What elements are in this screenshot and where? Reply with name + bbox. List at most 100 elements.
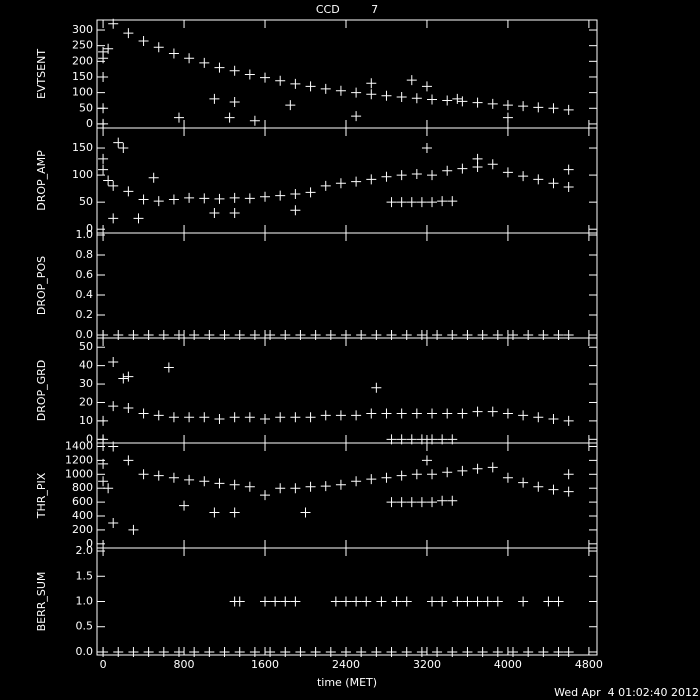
marker xyxy=(335,178,346,189)
marker xyxy=(442,165,453,176)
y-tick-label: 250 xyxy=(72,39,93,52)
marker xyxy=(340,646,351,657)
marker xyxy=(548,414,559,425)
marker xyxy=(158,646,169,657)
marker xyxy=(153,470,164,481)
marker xyxy=(320,410,331,421)
marker xyxy=(452,93,463,104)
marker xyxy=(275,483,286,494)
marker xyxy=(173,112,184,123)
marker xyxy=(163,362,174,373)
marker xyxy=(477,646,488,657)
marker xyxy=(98,53,109,64)
marker xyxy=(442,467,453,478)
marker xyxy=(199,57,210,68)
marker xyxy=(386,197,397,208)
marker xyxy=(487,406,498,417)
marker xyxy=(204,646,215,657)
marker xyxy=(209,507,220,518)
marker xyxy=(168,472,179,483)
y-tick-label: 0 xyxy=(86,222,93,235)
x-tick-label: 2400 xyxy=(332,658,360,671)
marker xyxy=(447,646,458,657)
marker xyxy=(406,497,417,508)
y-tick-label: 200 xyxy=(72,54,93,67)
marker xyxy=(416,197,427,208)
marker xyxy=(98,118,109,129)
marker xyxy=(518,596,529,607)
panel-frame xyxy=(96,337,598,444)
y-axis-label: DROP_GRD xyxy=(35,360,48,422)
marker xyxy=(244,193,255,204)
marker xyxy=(427,197,438,208)
marker xyxy=(351,410,362,421)
marker xyxy=(548,178,559,189)
marker xyxy=(416,497,427,508)
y-tick-label: 50 xyxy=(79,101,93,114)
marker xyxy=(427,497,438,508)
timestamp: Wed Apr 4 01:02:40 2012 xyxy=(554,686,699,699)
marker xyxy=(427,596,438,607)
marker xyxy=(447,196,458,207)
marker xyxy=(406,75,417,86)
marker xyxy=(244,481,255,492)
marker xyxy=(168,194,179,205)
y-tick-label: 30 xyxy=(79,377,93,390)
x-tick-label: 0 xyxy=(100,658,107,671)
marker xyxy=(199,193,210,204)
marker xyxy=(437,495,448,506)
marker xyxy=(234,596,245,607)
marker xyxy=(229,65,240,76)
y-tick-label: 0.0 xyxy=(76,328,94,341)
y-tick-label: 20 xyxy=(79,395,93,408)
marker xyxy=(533,481,544,492)
marker xyxy=(199,476,210,487)
marker xyxy=(442,408,453,419)
marker xyxy=(340,596,351,607)
marker xyxy=(290,205,301,216)
marker xyxy=(108,441,119,452)
marker xyxy=(153,42,164,53)
marker xyxy=(386,497,397,508)
marker xyxy=(138,469,149,480)
marker xyxy=(275,190,286,201)
marker xyxy=(209,207,220,218)
marker xyxy=(199,412,210,423)
panel-frame xyxy=(96,442,598,549)
marker xyxy=(543,596,554,607)
marker xyxy=(538,646,549,657)
marker xyxy=(229,207,240,218)
marker xyxy=(184,53,195,64)
y-tick-label: 0 xyxy=(86,117,93,130)
marker xyxy=(351,596,362,607)
marker xyxy=(103,43,114,54)
marker xyxy=(421,143,432,154)
marker xyxy=(366,174,377,185)
marker xyxy=(260,191,271,202)
marker xyxy=(366,78,377,89)
panel-frame xyxy=(96,19,598,129)
marker xyxy=(249,115,260,126)
y-tick-label: 50 xyxy=(79,340,93,353)
x-tick-label: 3200 xyxy=(413,658,441,671)
marker xyxy=(457,408,468,419)
marker xyxy=(320,83,331,94)
marker xyxy=(300,507,311,518)
marker xyxy=(118,373,129,384)
marker xyxy=(290,483,301,494)
marker xyxy=(518,101,529,112)
marker xyxy=(335,479,346,490)
marker xyxy=(351,176,362,187)
marker xyxy=(502,112,513,123)
marker xyxy=(427,94,438,105)
y-tick-label: 200 xyxy=(72,523,93,536)
marker xyxy=(502,100,513,111)
marker xyxy=(138,408,149,419)
marker xyxy=(275,412,286,423)
marker xyxy=(421,81,432,92)
marker xyxy=(396,470,407,481)
marker xyxy=(229,412,240,423)
marker xyxy=(396,197,407,208)
marker xyxy=(275,75,286,86)
